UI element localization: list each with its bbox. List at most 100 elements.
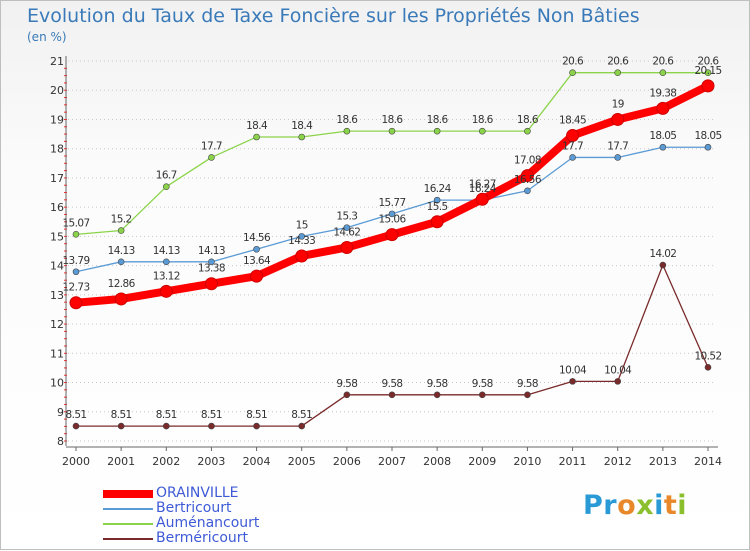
- data-label: 8.51: [66, 409, 87, 421]
- data-label: 16.7: [156, 170, 177, 182]
- x-tick-label: 2014: [694, 455, 722, 468]
- data-point: [611, 112, 625, 126]
- data-label: 12.86: [108, 278, 136, 290]
- data-point: [704, 364, 712, 371]
- data-point: [162, 258, 170, 266]
- data-point: [388, 210, 396, 218]
- data-label: 14.62: [333, 226, 360, 238]
- data-point: [656, 101, 670, 115]
- data-point: [569, 154, 576, 161]
- data-point: [298, 422, 306, 430]
- data-label: 18.45: [559, 115, 586, 127]
- data-label: 9.58: [382, 378, 403, 390]
- data-point: [704, 143, 712, 151]
- data-label: 18.6: [382, 114, 404, 126]
- data-point: [72, 268, 80, 276]
- y-tick-label: 20: [50, 84, 64, 97]
- data-point: [566, 129, 580, 143]
- x-tick-label: 2012: [604, 455, 632, 468]
- legend-label: ORAINVILLE: [156, 485, 239, 501]
- y-tick-label: 18: [50, 143, 64, 156]
- data-point: [478, 391, 486, 399]
- data-label: 8.51: [156, 409, 177, 421]
- data-label-layer: 12.73 12.86 13.12 13.38 13.64 14.33 14.62 15.06…: [62, 56, 722, 421]
- data-point: [208, 422, 215, 430]
- data-label: 20.6: [652, 56, 674, 68]
- data-label: 15.2: [111, 214, 132, 226]
- data-label: 18.05: [649, 130, 676, 142]
- data-point: [433, 391, 441, 399]
- data-point: [659, 143, 667, 151]
- x-tick-label: 2007: [378, 455, 406, 468]
- y-tick-label: 8: [57, 435, 64, 448]
- data-label: 20.6: [698, 56, 720, 68]
- y-axis-unit: (en %): [27, 30, 67, 44]
- data-label: 8.51: [201, 409, 222, 421]
- data-label: 15.77: [378, 197, 405, 209]
- data-label: 14.33: [288, 235, 315, 247]
- data-label: 10.04: [604, 364, 632, 376]
- data-label: 14.56: [243, 232, 271, 244]
- data-point: [433, 196, 441, 204]
- y-tick-label: 21: [50, 55, 64, 68]
- data-label: 20.6: [607, 56, 629, 68]
- y-tick-label: 19: [50, 113, 64, 126]
- data-point: [253, 422, 260, 430]
- data-point: [114, 292, 128, 306]
- data-point: [388, 391, 396, 399]
- legend-label: Berméricourt: [156, 530, 249, 546]
- data-point: [569, 378, 576, 385]
- data-point: [253, 245, 260, 253]
- data-label: 17.7: [201, 140, 222, 152]
- data-label: 9.58: [472, 378, 493, 390]
- data-point: [117, 227, 125, 234]
- x-tick-label: 2009: [468, 455, 496, 468]
- legend-swatch: [103, 490, 153, 498]
- data-label: 15.3: [336, 211, 357, 223]
- data-point: [520, 169, 534, 183]
- data-label: 15.06: [378, 214, 406, 226]
- y-tick-label: 17: [50, 172, 64, 185]
- data-label: 15.07: [62, 217, 89, 229]
- brand-logo[interactable]: Proxiti: [583, 490, 688, 521]
- data-point: [385, 228, 399, 242]
- data-point: [298, 233, 306, 240]
- data-label: 16.27: [469, 178, 496, 190]
- x-tick-label: 2013: [649, 455, 677, 468]
- data-point: [117, 258, 125, 266]
- x-tick-label: 2010: [513, 455, 541, 468]
- data-label: 13.64: [243, 255, 271, 267]
- x-tick-label: 2004: [243, 455, 271, 468]
- y-tick-label: 15: [50, 230, 64, 243]
- data-point: [524, 127, 531, 135]
- data-point: [433, 127, 441, 135]
- data-point: [117, 422, 125, 430]
- data-point: [524, 187, 531, 195]
- y-tick-label: 12: [50, 318, 64, 331]
- y-tick-label: 13: [50, 289, 64, 302]
- data-point: [614, 154, 622, 161]
- data-point: [295, 249, 309, 263]
- data-label: 18.6: [427, 114, 449, 126]
- data-point: [208, 258, 215, 266]
- data-label: 16.56: [514, 174, 542, 186]
- data-point: [69, 296, 83, 310]
- x-tick-label: 2002: [152, 455, 180, 468]
- data-point: [475, 192, 489, 206]
- data-label: 15.5: [427, 201, 448, 213]
- data-label: 12.73: [62, 282, 89, 294]
- legend-swatch: [103, 523, 153, 525]
- data-point: [162, 422, 170, 430]
- data-label: 10.52: [694, 350, 721, 362]
- data-point: [701, 79, 715, 93]
- data-label: 17.08: [514, 155, 541, 167]
- x-tick-label: 2000: [62, 455, 90, 468]
- data-point: [659, 69, 667, 76]
- grid-layer: [68, 60, 716, 442]
- legend-swatch: [103, 508, 153, 510]
- data-label: 8.51: [291, 409, 312, 421]
- data-point: [343, 224, 351, 231]
- data-point: [430, 215, 444, 229]
- data-label: 18.6: [472, 114, 494, 126]
- axis-layer: 8 9 10 11 12 13 14 15 16 17 18 19 20 21 2000 2001 2002 20…: [50, 55, 722, 468]
